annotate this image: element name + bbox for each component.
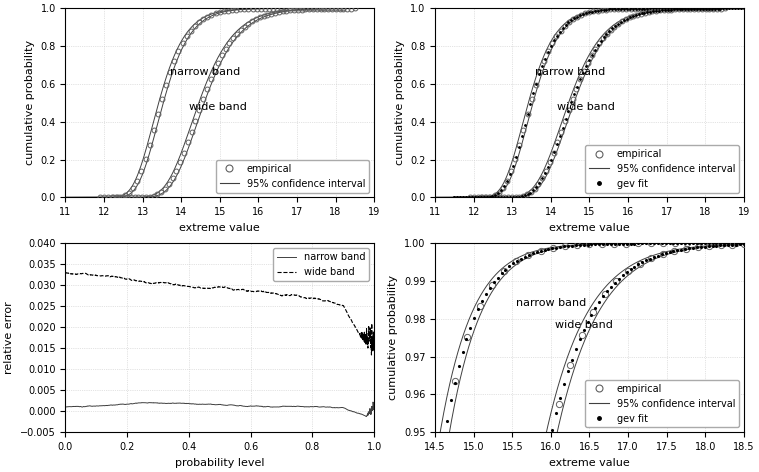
narrow band xyxy=(361,413,370,419)
X-axis label: extreme value: extreme value xyxy=(549,457,630,468)
wide band xyxy=(304,295,313,301)
Legend: empirical, 95% confidence interval: empirical, 95% confidence interval xyxy=(216,160,369,193)
Legend: empirical, 95% confidence interval, gev fit: empirical, 95% confidence interval, gev … xyxy=(585,380,739,428)
narrow band xyxy=(368,399,377,405)
Y-axis label: relative error: relative error xyxy=(5,302,14,374)
wide band xyxy=(361,337,370,342)
wide band xyxy=(61,270,70,276)
narrow band xyxy=(203,401,212,407)
narrow band xyxy=(362,414,371,420)
wide band xyxy=(211,285,220,290)
X-axis label: extreme value: extreme value xyxy=(179,223,260,233)
Legend: empirical, 95% confidence interval, gev fit: empirical, 95% confidence interval, gev … xyxy=(585,145,739,193)
Y-axis label: cumulative probability: cumulative probability xyxy=(395,40,405,166)
Y-axis label: cumulative probability: cumulative probability xyxy=(25,40,35,166)
Line: wide band: wide band xyxy=(65,273,374,355)
wide band xyxy=(367,352,376,358)
X-axis label: probability level: probability level xyxy=(175,457,265,468)
narrow band xyxy=(77,404,86,410)
Line: narrow band: narrow band xyxy=(65,402,374,417)
wide band xyxy=(203,286,212,291)
narrow band xyxy=(211,402,220,408)
wide band xyxy=(361,338,370,344)
X-axis label: extreme value: extreme value xyxy=(549,223,630,233)
Text: narrow band: narrow band xyxy=(536,67,606,76)
narrow band xyxy=(61,404,70,410)
wide band xyxy=(370,337,379,342)
Text: wide band: wide band xyxy=(556,102,615,112)
narrow band xyxy=(304,404,313,410)
narrow band xyxy=(370,403,379,408)
Text: wide band: wide band xyxy=(555,320,613,330)
Legend: narrow band, wide band: narrow band, wide band xyxy=(272,248,369,281)
Text: narrow band: narrow band xyxy=(169,67,240,76)
Y-axis label: cumulative probability: cumulative probability xyxy=(389,275,398,400)
Text: narrow band: narrow band xyxy=(516,298,587,308)
Text: wide band: wide band xyxy=(189,102,247,112)
narrow band xyxy=(361,413,370,419)
wide band xyxy=(77,271,86,277)
